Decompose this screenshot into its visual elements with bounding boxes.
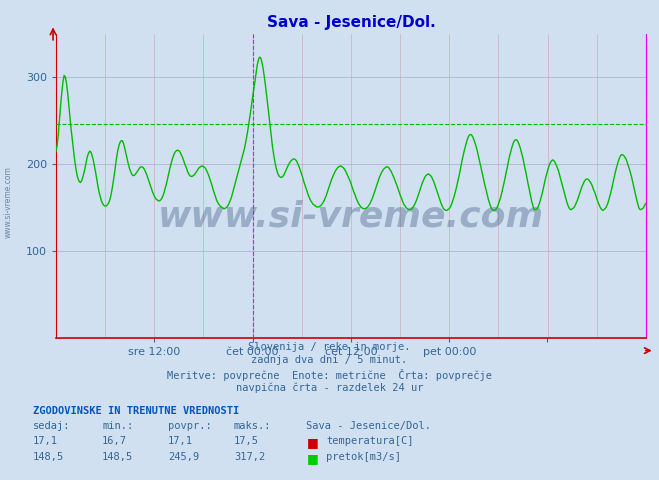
Text: www.si-vreme.com: www.si-vreme.com [158, 200, 544, 233]
Text: 148,5: 148,5 [102, 452, 133, 462]
Text: zadnja dva dni / 5 minut.: zadnja dva dni / 5 minut. [251, 355, 408, 365]
Text: pretok[m3/s]: pretok[m3/s] [326, 452, 401, 462]
Text: ZGODOVINSKE IN TRENUTNE VREDNOSTI: ZGODOVINSKE IN TRENUTNE VREDNOSTI [33, 406, 239, 416]
Text: navpična črta - razdelek 24 ur: navpična črta - razdelek 24 ur [236, 382, 423, 393]
Text: maks.:: maks.: [234, 421, 272, 431]
Text: 16,7: 16,7 [102, 436, 127, 446]
Text: min.:: min.: [102, 421, 133, 431]
Text: sedaj:: sedaj: [33, 421, 71, 431]
Text: 317,2: 317,2 [234, 452, 265, 462]
Text: ■: ■ [306, 452, 318, 465]
Text: Slovenija / reke in morje.: Slovenija / reke in morje. [248, 342, 411, 352]
Text: 17,1: 17,1 [33, 436, 58, 446]
Text: 17,1: 17,1 [168, 436, 193, 446]
Title: Sava - Jesenice/Dol.: Sava - Jesenice/Dol. [266, 15, 436, 30]
Text: 148,5: 148,5 [33, 452, 64, 462]
Text: 17,5: 17,5 [234, 436, 259, 446]
Text: ■: ■ [306, 436, 318, 449]
Text: www.si-vreme.com: www.si-vreme.com [3, 166, 13, 238]
Text: Sava - Jesenice/Dol.: Sava - Jesenice/Dol. [306, 421, 432, 431]
Text: povpr.:: povpr.: [168, 421, 212, 431]
Text: temperatura[C]: temperatura[C] [326, 436, 414, 446]
Text: Meritve: povprečne  Enote: metrične  Črta: povprečje: Meritve: povprečne Enote: metrične Črta:… [167, 369, 492, 381]
Text: 245,9: 245,9 [168, 452, 199, 462]
